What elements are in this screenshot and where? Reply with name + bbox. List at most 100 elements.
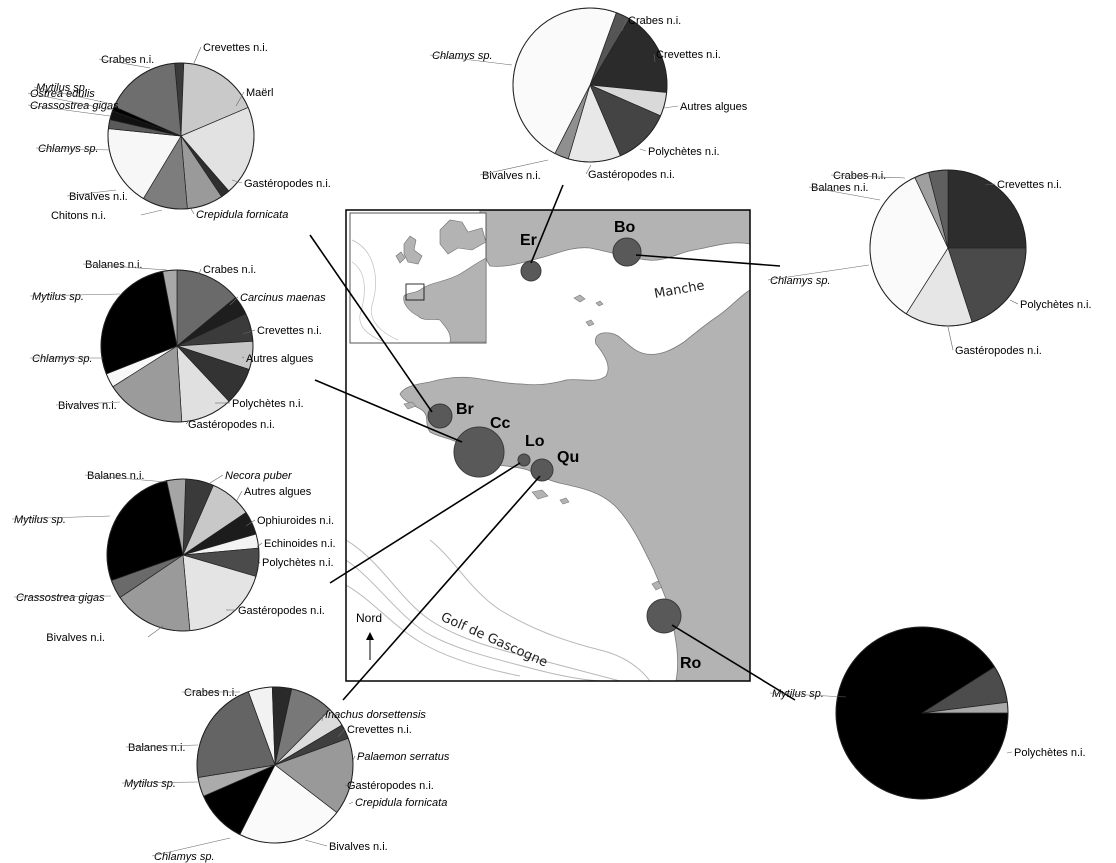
site-marker-er — [520, 260, 542, 282]
pie-slice-label: Crepidula fornicata — [355, 797, 447, 809]
pie-slice-label: Chitons n.i. — [51, 210, 106, 222]
site-label-cc: Cc — [490, 415, 511, 432]
pie-br: Crevettes n.i. Maërl Gastéropodes n.i. Crep… — [27, 42, 331, 222]
pie-cc: Crabes n.i. Carcinus maenas Crevettes n.i.… — [29, 259, 326, 431]
pie-er: Crabes n.i. Crevettes n.i. Autres algues Po… — [429, 7, 748, 182]
pie-label-leader — [231, 179, 243, 184]
pie-slice-label: Gastéropodes n.i. — [588, 169, 675, 181]
pie-slice-label: Crevettes n.i. — [997, 179, 1062, 191]
pie-slice-label: Chlamys sp. — [432, 50, 493, 62]
pie-slice-label: Inachus dorsettensis — [325, 709, 426, 721]
pie-slice-label: Polychètes n.i. — [1020, 299, 1092, 311]
pie-lo: Necora puber Autres algues Ophiuroides n.i… — [11, 470, 336, 644]
site-label-ro: Ro — [680, 655, 702, 672]
pie-charts: Crevettes n.i. Maërl Gastéropodes n.i. Crep… — [11, 7, 1092, 863]
pie-label-leader — [11, 515, 111, 520]
pie-label-leader — [235, 91, 245, 107]
pie-slice-label: Gastéropodes n.i. — [238, 605, 325, 617]
pie-slice-label: Mytilus sp. — [32, 291, 84, 303]
pie-slice-label: Autres algues — [244, 486, 312, 498]
connector-lo — [329, 462, 521, 584]
pie-slice-label: Chlamys sp. — [154, 851, 215, 863]
pie-label-leader — [348, 801, 354, 805]
pie-label-leader — [639, 148, 647, 152]
connector-ro — [671, 624, 796, 701]
pie-slice-label: Balanes n.i. — [811, 182, 868, 194]
connector-br — [309, 234, 433, 413]
pie-label-leader — [256, 542, 263, 548]
pie-label-leader — [229, 296, 239, 306]
site-label-br: Br — [456, 401, 474, 418]
pie-label-leader — [209, 474, 224, 484]
site-marker-bo — [612, 237, 642, 267]
pie-slice-label: Bivalves n.i. — [69, 191, 128, 203]
pie-label-leader — [235, 490, 243, 503]
pie-label-leader — [66, 189, 117, 197]
pie-slice-label: Crabes n.i. — [101, 54, 154, 66]
pie-slice-label: Necora puber — [225, 470, 293, 482]
europe-inset — [349, 212, 487, 344]
pie-ro: Mytilus sp. Polychètes n.i. — [769, 626, 1086, 800]
pie-label-leader — [33, 86, 113, 105]
pie-slice-label: Crassostrea gigas — [30, 100, 119, 112]
pie-label-leader — [125, 744, 199, 748]
site-label-bo: Bo — [614, 219, 636, 236]
pie-slice-label: Crevettes n.i. — [257, 325, 322, 337]
pie-slice-label: Echinoides n.i. — [264, 538, 336, 550]
pie-label-leader — [479, 159, 549, 176]
connector-bo — [635, 254, 781, 267]
pie-slice-label: Bivalves n.i. — [329, 841, 388, 853]
site-marker-qu — [530, 458, 554, 482]
pie-label-leader — [140, 209, 163, 216]
pie-label-leader — [947, 326, 954, 351]
pie-slice-label: Gastéropodes n.i. — [244, 178, 331, 190]
pie-label-leader — [27, 104, 111, 117]
pie-slice-label: Crabes n.i. — [203, 264, 256, 276]
pie-slice-label: Bivalves n.i. — [46, 632, 105, 644]
pie-slice-label: Polychètes n.i. — [648, 146, 720, 158]
bathymetry-contours — [346, 539, 651, 681]
pie-slice-label: Autres algues — [680, 101, 748, 113]
pie-label-leader — [337, 728, 346, 738]
pie-label-leader — [35, 147, 111, 151]
connector-er — [530, 184, 564, 264]
pie-label-leader — [1009, 299, 1019, 305]
site-label-er: Er — [520, 232, 537, 249]
pie-slice-label: Polychètes n.i. — [1014, 747, 1086, 759]
pie-qu: Inachus dorsettensis Crevettes n.i. Palaem… — [121, 686, 450, 863]
pie-label-leader — [830, 174, 906, 179]
pie-label-leader — [352, 755, 356, 761]
pie-slice-label: Balanes n.i. — [128, 742, 185, 754]
pie-slice-label: Crabes n.i. — [628, 15, 681, 27]
connector-lines — [309, 184, 796, 701]
pie-slice-label: Polychètes n.i. — [232, 398, 304, 410]
pie-label-leader — [429, 54, 513, 66]
pie-slice-label: Maërl — [246, 87, 274, 99]
site-label-qu: Qu — [557, 449, 579, 466]
pie-label-leader — [344, 784, 353, 788]
pie-label-leader — [653, 53, 656, 63]
pie-label-leader — [189, 206, 195, 215]
connector-cc — [314, 379, 463, 443]
pie-label-leader — [27, 92, 113, 111]
pie-slice-label: Ophiuroides n.i. — [257, 515, 334, 527]
connector-qu — [342, 475, 541, 701]
pie-slice-label: Crevettes n.i. — [656, 49, 721, 61]
pie-label-leader — [193, 46, 202, 64]
pie-label-leader — [585, 164, 592, 175]
pie-slice-label: Balanes n.i. — [85, 259, 142, 271]
pie-label-leader — [808, 186, 881, 201]
pie-label-leader — [321, 713, 324, 722]
site-marker-lo — [517, 453, 531, 467]
site-marker-br — [427, 403, 453, 429]
pie-slice-label: Mytilus sp. — [772, 688, 824, 700]
pie-slice-label: Gastéropodes n.i. — [347, 780, 434, 792]
pie-label-leader — [84, 474, 167, 483]
pie-slice-label: Bivalves n.i. — [58, 400, 117, 412]
map-frame — [345, 209, 751, 682]
site-label-lo: Lo — [525, 433, 545, 450]
site-marker-cc — [453, 426, 505, 478]
north-arrow: Nord — [356, 611, 382, 660]
pie-label-leader — [1006, 751, 1013, 754]
